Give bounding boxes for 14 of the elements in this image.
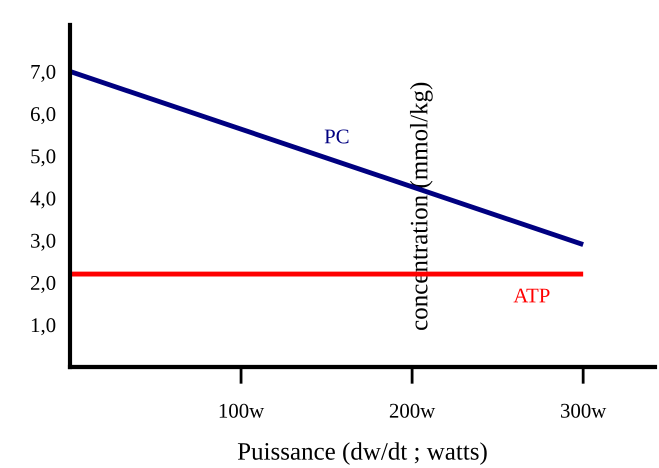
y-axis-title: concentration (mmol/kg) <box>410 82 433 330</box>
series-label: ATP <box>514 288 550 302</box>
y-tick-label: 3,0 <box>31 234 56 251</box>
y-tick-label: 1,0 <box>32 318 56 336</box>
y-tick-label: 6,0 <box>30 107 56 124</box>
y-tick-label: 7,0 <box>31 64 56 82</box>
y-tick-label: 5,0 <box>31 149 56 166</box>
x-axis-title: Puissance (dw/dt ; watts) <box>238 442 487 465</box>
series-label: PC <box>324 129 348 144</box>
x-tick-label: 300w <box>561 404 606 418</box>
y-tick-label: 2,0 <box>30 276 56 293</box>
x-tick-label: 100w <box>220 404 264 418</box>
x-tick-label: 200w <box>390 404 436 418</box>
y-tick-label: 4,0 <box>30 191 56 209</box>
